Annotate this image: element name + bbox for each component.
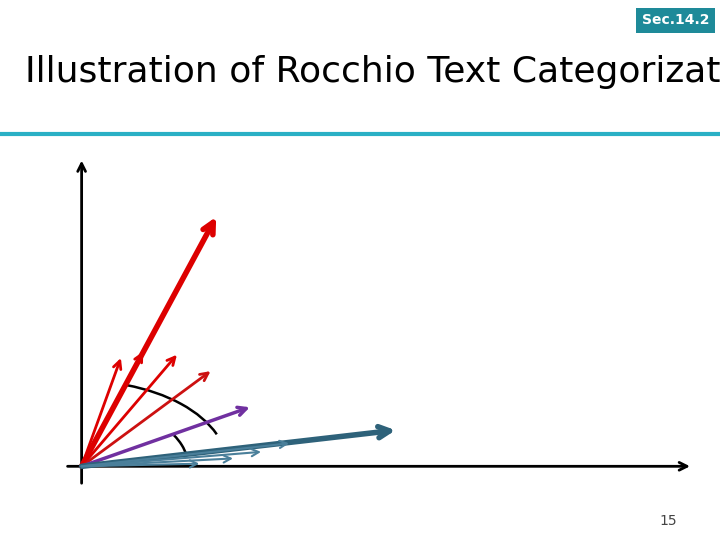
Text: Introduction to Information Retrieval: Introduction to Information Retrieval (11, 14, 228, 27)
Text: Sec.14.2: Sec.14.2 (642, 14, 709, 27)
Text: 15: 15 (660, 514, 677, 528)
Text: Illustration of Rocchio Text Categorization: Illustration of Rocchio Text Categorizat… (25, 56, 720, 90)
